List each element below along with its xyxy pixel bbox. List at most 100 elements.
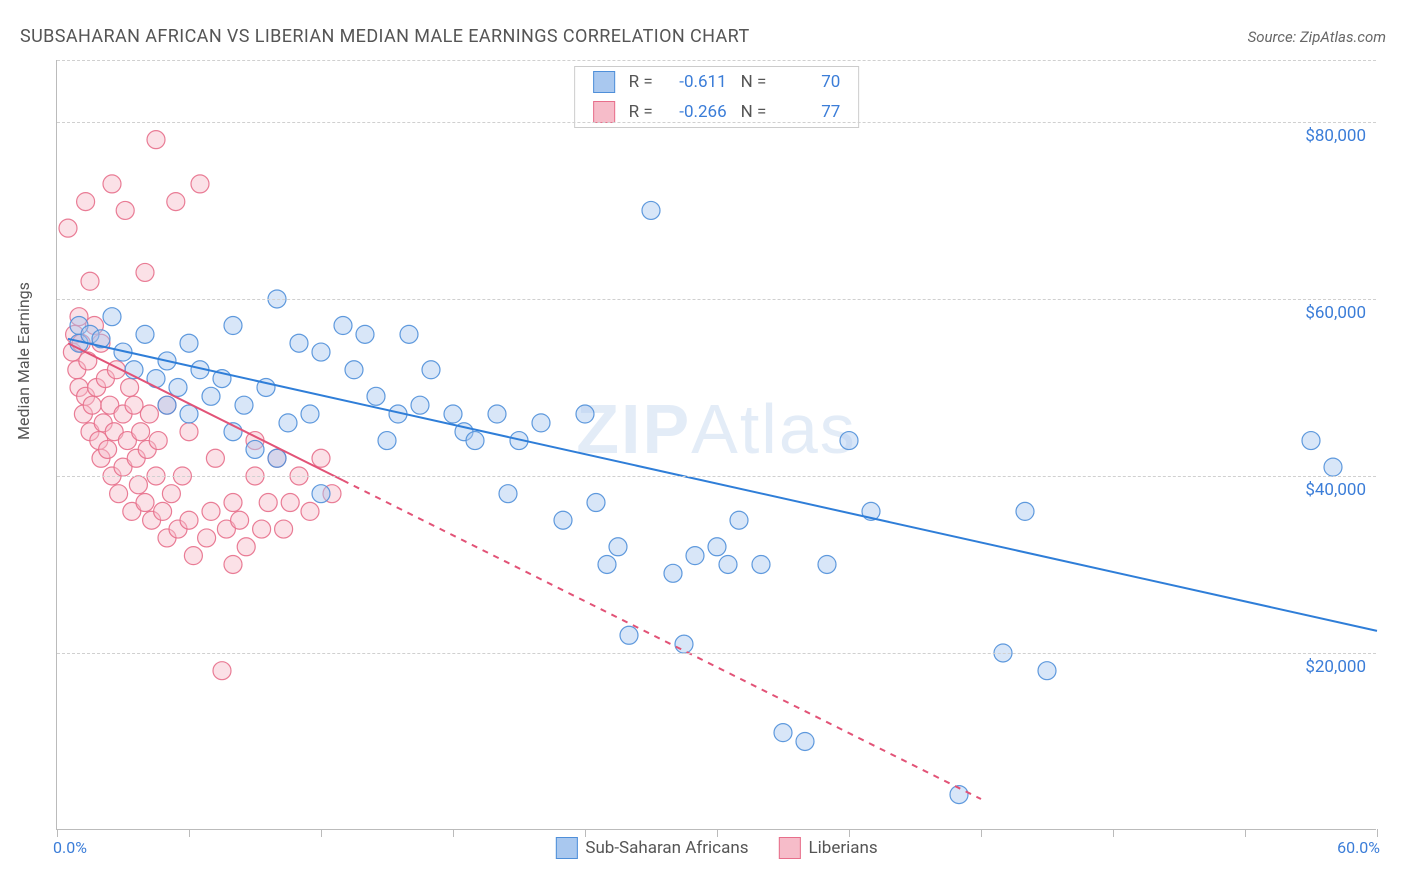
scatter-point bbox=[169, 378, 187, 396]
scatter-point bbox=[488, 405, 506, 423]
r-value-1: -0.611 bbox=[667, 72, 727, 92]
scatter-point bbox=[136, 494, 154, 512]
scatter-point bbox=[444, 405, 462, 423]
scatter-point bbox=[81, 272, 99, 290]
scatter-point bbox=[202, 502, 220, 520]
scatter-point bbox=[1302, 432, 1320, 450]
scatter-point bbox=[752, 555, 770, 573]
scatter-point bbox=[99, 440, 117, 458]
scatter-point bbox=[180, 423, 198, 441]
scatter-point bbox=[154, 502, 172, 520]
scatter-point bbox=[202, 387, 220, 405]
scatter-point bbox=[1324, 458, 1342, 476]
scatter-point bbox=[180, 334, 198, 352]
x-tick bbox=[1245, 829, 1246, 837]
scatter-point bbox=[237, 538, 255, 556]
scatter-point bbox=[116, 201, 134, 219]
scatter-point bbox=[121, 378, 139, 396]
scatter-point bbox=[411, 396, 429, 414]
scatter-point bbox=[79, 352, 97, 370]
scatter-point bbox=[796, 732, 814, 750]
scatter-point bbox=[312, 485, 330, 503]
gridline-h bbox=[57, 122, 1376, 123]
legend-item-1: Sub-Saharan Africans bbox=[555, 837, 748, 859]
legend-stats-row-1: R = -0.611 N = 70 bbox=[575, 67, 859, 97]
scatter-point bbox=[598, 555, 616, 573]
scatter-point bbox=[235, 396, 253, 414]
scatter-point bbox=[378, 432, 396, 450]
scatter-point bbox=[147, 131, 165, 149]
scatter-point bbox=[312, 449, 330, 467]
scatter-point bbox=[103, 175, 121, 193]
scatter-point bbox=[675, 635, 693, 653]
scatter-point bbox=[129, 476, 147, 494]
scatter-point bbox=[281, 494, 299, 512]
scatter-point bbox=[162, 485, 180, 503]
swatch-series-1 bbox=[593, 71, 615, 93]
scatter-point bbox=[246, 440, 264, 458]
scatter-point bbox=[259, 494, 277, 512]
scatter-point bbox=[532, 414, 550, 432]
legend-item-2: Liberians bbox=[779, 837, 878, 859]
scatter-point bbox=[224, 555, 242, 573]
scatter-point bbox=[301, 502, 319, 520]
scatter-point bbox=[290, 334, 308, 352]
scatter-point bbox=[664, 564, 682, 582]
scatter-point bbox=[345, 361, 363, 379]
plot-area: ZIPAtlas R = -0.611 N = 70 R = -0.266 N … bbox=[56, 60, 1376, 830]
scatter-point bbox=[184, 547, 202, 565]
scatter-point bbox=[301, 405, 319, 423]
scatter-point bbox=[110, 485, 128, 503]
gridline-h bbox=[57, 653, 1376, 654]
scatter-point bbox=[1016, 502, 1034, 520]
scatter-point bbox=[840, 432, 858, 450]
x-tick bbox=[321, 829, 322, 837]
scatter-point bbox=[253, 520, 271, 538]
chart-container: SUBSAHARAN AFRICAN VS LIBERIAN MEDIAN MA… bbox=[0, 0, 1406, 892]
scatter-point bbox=[206, 449, 224, 467]
scatter-point bbox=[609, 538, 627, 556]
chart-title: SUBSAHARAN AFRICAN VS LIBERIAN MEDIAN MA… bbox=[20, 26, 750, 47]
y-tick-label: $40,000 bbox=[1305, 480, 1366, 500]
scatter-point bbox=[499, 485, 517, 503]
source-label: Source: ZipAtlas.com bbox=[1248, 28, 1386, 46]
x-min-label: 0.0% bbox=[53, 838, 87, 857]
scatter-point bbox=[708, 538, 726, 556]
swatch-series-2b bbox=[779, 837, 801, 859]
scatter-point bbox=[231, 511, 249, 529]
scatter-point bbox=[587, 494, 605, 512]
legend-stats: R = -0.611 N = 70 R = -0.266 N = 77 bbox=[574, 66, 860, 128]
scatter-point bbox=[132, 423, 150, 441]
legend-label-2: Liberians bbox=[809, 838, 878, 858]
scatter-point bbox=[191, 175, 209, 193]
scatter-point bbox=[686, 547, 704, 565]
scatter-point bbox=[367, 387, 385, 405]
scatter-point bbox=[180, 511, 198, 529]
scatter-point bbox=[59, 219, 77, 237]
x-tick bbox=[585, 829, 586, 837]
scatter-point bbox=[730, 511, 748, 529]
x-tick bbox=[717, 829, 718, 837]
scatter-point bbox=[576, 405, 594, 423]
scatter-point bbox=[400, 325, 418, 343]
scatter-point bbox=[83, 396, 101, 414]
scatter-point bbox=[642, 201, 660, 219]
scatter-point bbox=[77, 193, 95, 211]
scatter-point bbox=[103, 308, 121, 326]
scatter-point bbox=[224, 494, 242, 512]
scatter-point bbox=[554, 511, 572, 529]
scatter-point bbox=[158, 396, 176, 414]
scatter-point bbox=[198, 529, 216, 547]
y-tick-label: $80,000 bbox=[1305, 126, 1366, 146]
swatch-series-1b bbox=[555, 837, 577, 859]
x-tick bbox=[1377, 829, 1378, 837]
n-value-1: 70 bbox=[780, 72, 840, 92]
scatter-point bbox=[620, 626, 638, 644]
scatter-point bbox=[719, 555, 737, 573]
scatter-point bbox=[818, 555, 836, 573]
x-max-label: 60.0% bbox=[1337, 838, 1380, 857]
y-axis-label: Median Male Earnings bbox=[14, 282, 33, 440]
legend-series: Sub-Saharan Africans Liberians bbox=[555, 837, 877, 859]
scatter-point bbox=[167, 193, 185, 211]
x-tick bbox=[981, 829, 982, 837]
